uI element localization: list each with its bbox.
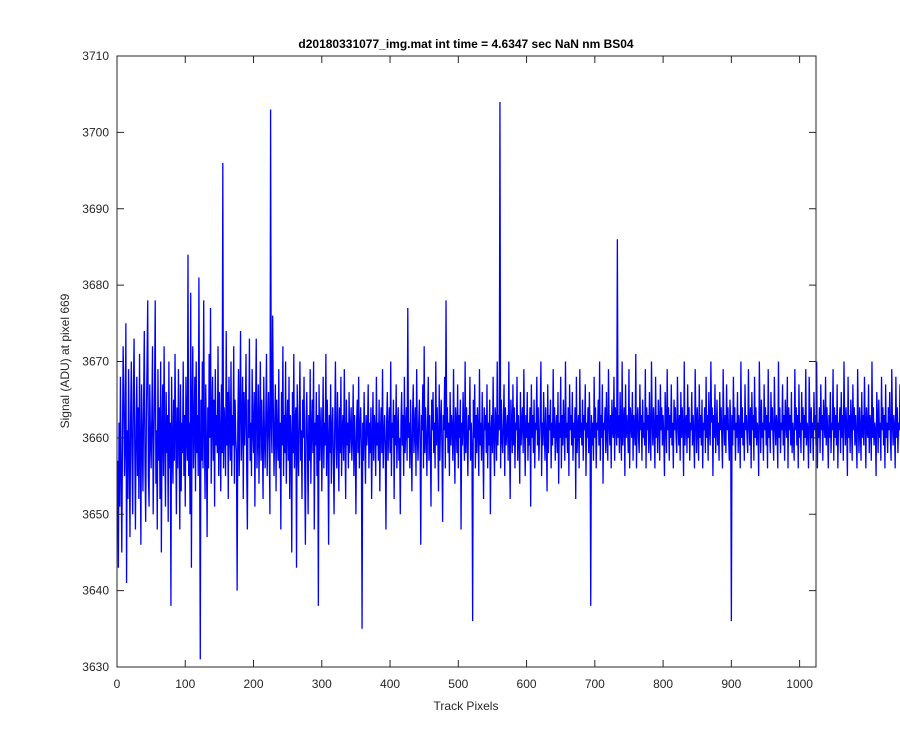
y-axis: 3630 3640 3650 3660 3670 3680 3690 3700 3710 [82,49,816,674]
x-tick-label: 500 [448,677,468,691]
x-tick-label: 0 [114,677,121,691]
y-tick-label: 3700 [82,125,109,139]
x-tick-label: 1000 [786,677,813,691]
series-line-0 [117,101,900,660]
y-tick-label: 3640 [82,584,109,598]
x-axis-label: Track Pixels [434,699,499,713]
x-tick-label: 600 [517,677,537,691]
y-tick-label: 3690 [82,202,109,216]
x-tick-label: 800 [653,677,673,691]
y-tick-label: 3670 [82,355,109,369]
x-tick-label: 900 [721,677,741,691]
x-tick-label: 100 [175,677,195,691]
x-tick-label: 700 [585,677,605,691]
y-axis-label: Signal (ADU) at pixel 669 [58,293,72,428]
x-tick-label: 300 [312,677,332,691]
y-tick-label: 3710 [82,49,109,63]
series-layer [117,101,900,660]
y-tick-label: 3630 [82,660,109,674]
y-tick-label: 3650 [82,507,109,521]
x-tick-label: 200 [244,677,264,691]
x-tick-label: 400 [380,677,400,691]
chart-title: d20180331077_img.mat int time = 4.6347 s… [298,37,634,51]
x-axis: 0 100 200 300 400 500 600 700 800 900 1000 [114,56,813,691]
y-tick-label: 3660 [82,431,109,445]
y-tick-label: 3680 [82,278,109,292]
